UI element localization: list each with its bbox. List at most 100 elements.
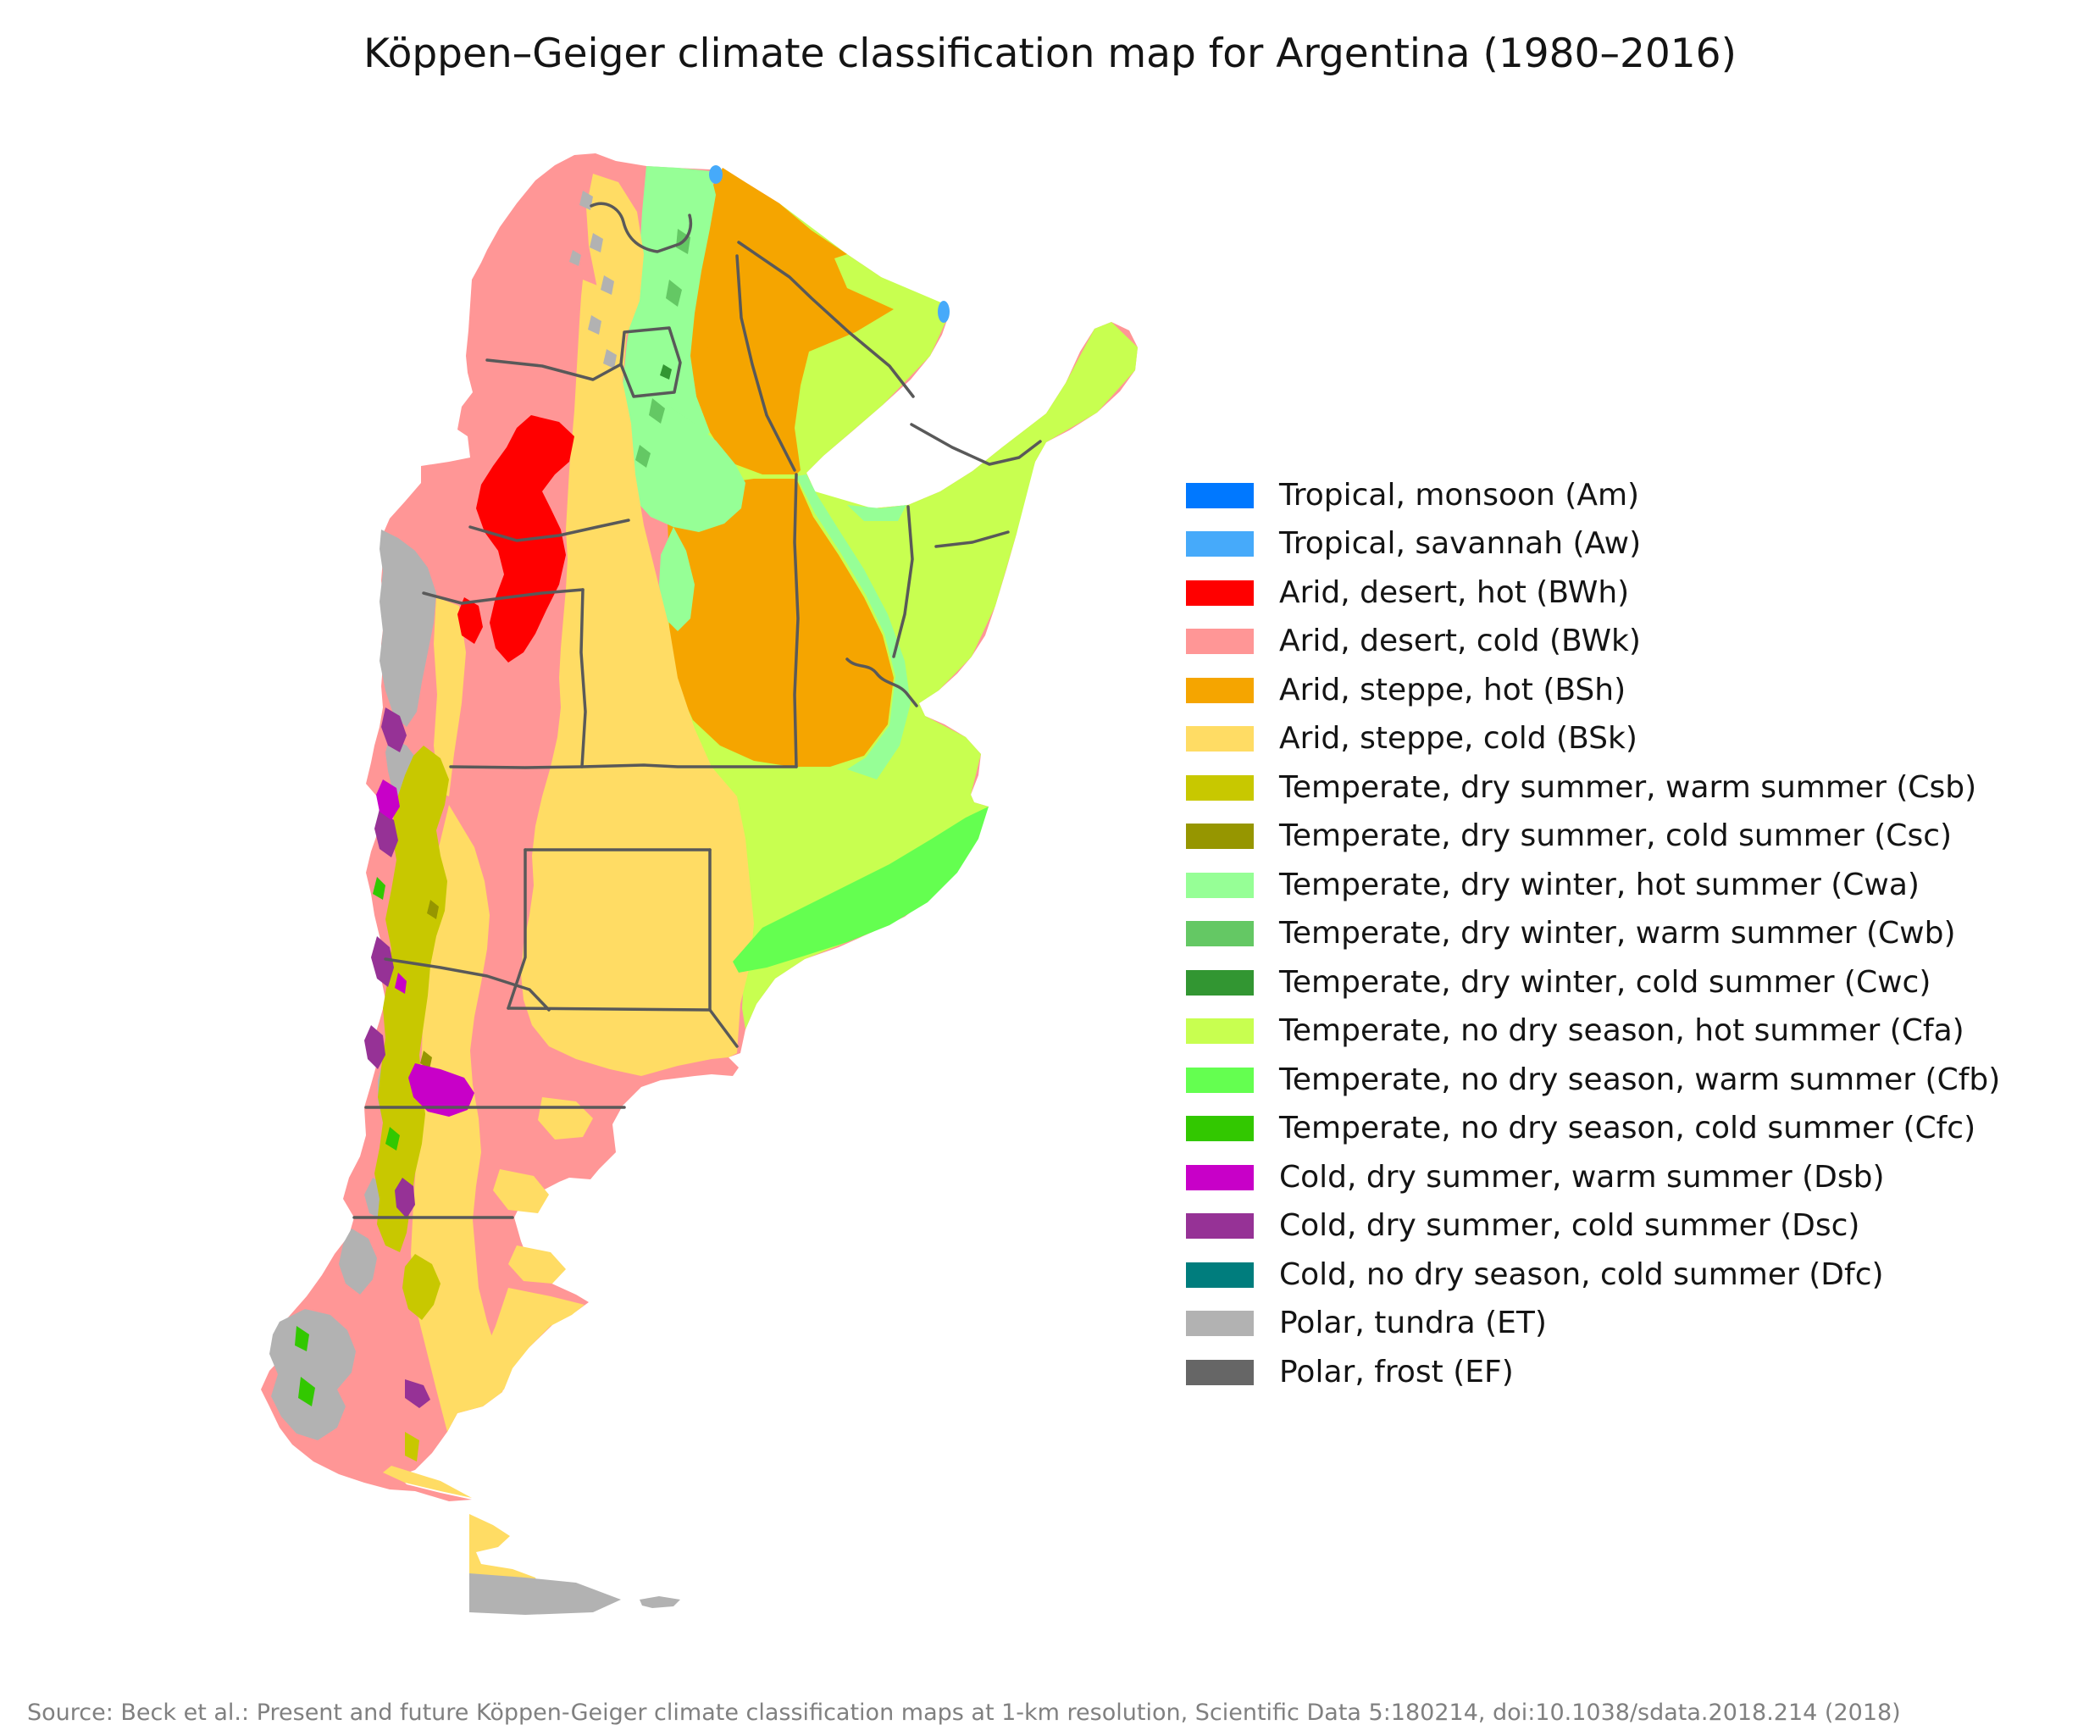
legend-label-Csb: Temperate, dry summer, warm summer (Csb): [1279, 769, 1977, 805]
legend-label-EF: Polar, frost (EF): [1279, 1354, 1514, 1389]
region-Csb-south: [402, 1254, 441, 1320]
region-Csc-1: [427, 900, 439, 919]
region-Cwa-santafe: [796, 474, 911, 779]
region-BSk-se-coast: [462, 1288, 585, 1411]
legend-swatch-Cwc: [1186, 969, 1254, 996]
region-Cfb-buenosaires: [733, 807, 989, 973]
region-BSh-cordoba: [668, 479, 894, 767]
region-Csb-far-south: [405, 1432, 419, 1461]
region-Cfc-2: [298, 1377, 315, 1406]
legend-swatch-Dsb: [1186, 1164, 1254, 1190]
region-Cwb-4: [635, 445, 651, 468]
region-Dsc-3: [371, 936, 394, 987]
region-Cwc-1: [660, 364, 672, 380]
border-sanjuan-mendoza: [422, 588, 585, 605]
region-Dsc-4: [364, 1025, 385, 1069]
border-cordoba-santafe: [793, 473, 800, 768]
legend-item-Cfa: Temperate, no dry season, hot summer (Cf…: [1186, 1007, 2000, 1057]
legend-item-ET: Polar, tundra (ET): [1186, 1300, 2000, 1349]
legend-swatch-Cfc: [1186, 1116, 1254, 1142]
legend-label-Dsb: Cold, dry summer, warm summer (Dsb): [1279, 1159, 1885, 1195]
legend-item-Cwc: Temperate, dry winter, cold summer (Cwc): [1186, 958, 2000, 1007]
legend-item-Dsb: Cold, dry summer, warm summer (Dsb): [1186, 1153, 2000, 1202]
border-lapampa-west: [507, 848, 527, 1010]
region-Cfc-1: [295, 1326, 309, 1351]
region-Dsc-6: [405, 1379, 430, 1408]
legend-item-Cwa: Temperate, dry winter, hot summer (Cwa): [1186, 861, 2000, 910]
legend-item-BWh: Arid, desert, hot (BWh): [1186, 568, 2000, 618]
region-Dsc-5: [395, 1178, 415, 1218]
region-ET-islets: [640, 1596, 680, 1608]
region-BSk-central: [521, 280, 754, 1076]
legend-label-Dsc: Cold, dry summer, cold summer (Dsc): [1279, 1208, 1860, 1244]
legend-swatch-BWk: [1186, 629, 1254, 655]
legend-swatch-BSk: [1186, 726, 1254, 752]
legend-item-Csb: Temperate, dry summer, warm summer (Csb): [1186, 763, 2000, 813]
legend-label-Aw: Tropical, savannah (Aw): [1279, 526, 1642, 562]
legend-label-Am: Tropical, monsoon (Am): [1279, 477, 1640, 513]
border-catamarca: [485, 358, 623, 381]
region-ET-puna5: [603, 349, 617, 369]
legend-item-Cfc: Temperate, no dry season, cold summer (C…: [1186, 1105, 2000, 1154]
border-chaco-santiago: [735, 254, 796, 472]
legend-label-Csc: Temperate, dry summer, cold summer (Csc): [1279, 818, 1953, 854]
region-Dsb-bariloche: [408, 1063, 474, 1117]
legend-item-Dfc: Cold, no dry season, cold summer (Dfc): [1186, 1251, 2000, 1300]
region-ET-puna2: [590, 233, 603, 252]
legend-swatch-EF: [1186, 1359, 1254, 1385]
region-ET-puna4: [588, 315, 601, 335]
region-BSk-cuyo: [434, 597, 466, 796]
legend-swatch-Dfc: [1186, 1262, 1254, 1288]
legend-item-Aw: Tropical, savannah (Aw): [1186, 520, 2000, 569]
legend-swatch-Csb: [1186, 774, 1254, 801]
region-BSk-tierradelfuego: [469, 1514, 539, 1586]
region-ET-cuyo: [380, 530, 436, 727]
legend-item-Dsc: Cold, dry summer, cold summer (Dsc): [1186, 1202, 2000, 1251]
legend-label-Cfc: Temperate, no dry season, cold summer (C…: [1279, 1111, 1976, 1146]
region-Csb-band: [374, 746, 449, 1252]
border-neuquen-rionegro: [384, 957, 551, 1012]
page-title: Köppen–Geiger climate classification map…: [363, 31, 1737, 77]
region-Cwa-tucuman: [618, 385, 745, 532]
legend-label-BWh: Arid, desert, hot (BWh): [1279, 574, 1630, 610]
border-larioja-sanjuan: [468, 519, 630, 542]
legend-swatch-BWh: [1186, 580, 1254, 606]
region-ET-santacruz: [269, 1309, 356, 1440]
legend-item-Am: Tropical, monsoon (Am): [1186, 471, 2000, 520]
legend-label-Cwa: Temperate, dry winter, hot summer (Cwa): [1279, 867, 1920, 902]
legend-label-BSh: Arid, steppe, hot (BSh): [1279, 672, 1626, 707]
region-Cwa-tongue: [659, 527, 695, 631]
region-BSk-blob2: [493, 1169, 549, 1213]
legend-item-Csc: Temperate, dry summer, cold summer (Csc): [1186, 813, 2000, 862]
region-ET-tierradelfuego: [469, 1573, 621, 1615]
border-lapampa-south: [507, 1007, 712, 1012]
legend-swatch-BSh: [1186, 677, 1254, 703]
region-Dsc-1: [381, 707, 407, 752]
region-BSh-chaco: [688, 168, 894, 474]
border-rionegro-ba: [708, 1008, 739, 1048]
legend-swatch-ET: [1186, 1311, 1254, 1337]
region-Cwa-yungas: [623, 166, 716, 474]
region-Aw-formosa: [938, 301, 950, 323]
region-ET-sc2: [339, 1229, 377, 1295]
region-BSk-south-tip: [383, 1466, 472, 1498]
legend-item-Cfb: Temperate, no dry season, warm summer (C…: [1186, 1056, 2000, 1105]
legend-rows: Tropical, monsoon (Am) Tropical, savannah…: [1186, 471, 2000, 1397]
border-formosa-chaco: [737, 241, 915, 398]
region-BSk-blob3: [508, 1245, 566, 1284]
region-Dsb-1: [376, 779, 400, 820]
legend-label-ET: Polar, tundra (ET): [1279, 1306, 1547, 1341]
region-Cfc-4: [385, 1127, 400, 1151]
region-ET-puna1: [579, 191, 593, 210]
region-Cfc-3: [373, 877, 385, 900]
legend-label-Cwb: Temperate, dry winter, warm summer (Cwb): [1279, 916, 1956, 951]
legend-item-BSh: Arid, steppe, hot (BSh): [1186, 666, 2000, 715]
region-BWh-small: [457, 597, 483, 644]
legend-item-EF: Polar, frost (EF): [1186, 1348, 2000, 1397]
legend-swatch-Cwa: [1186, 872, 1254, 898]
border-corrientes-misiones: [910, 423, 1042, 466]
source-citation: Source: Beck et al.: Present and future …: [27, 1700, 1901, 1726]
legend-swatch-Cwb: [1186, 921, 1254, 947]
